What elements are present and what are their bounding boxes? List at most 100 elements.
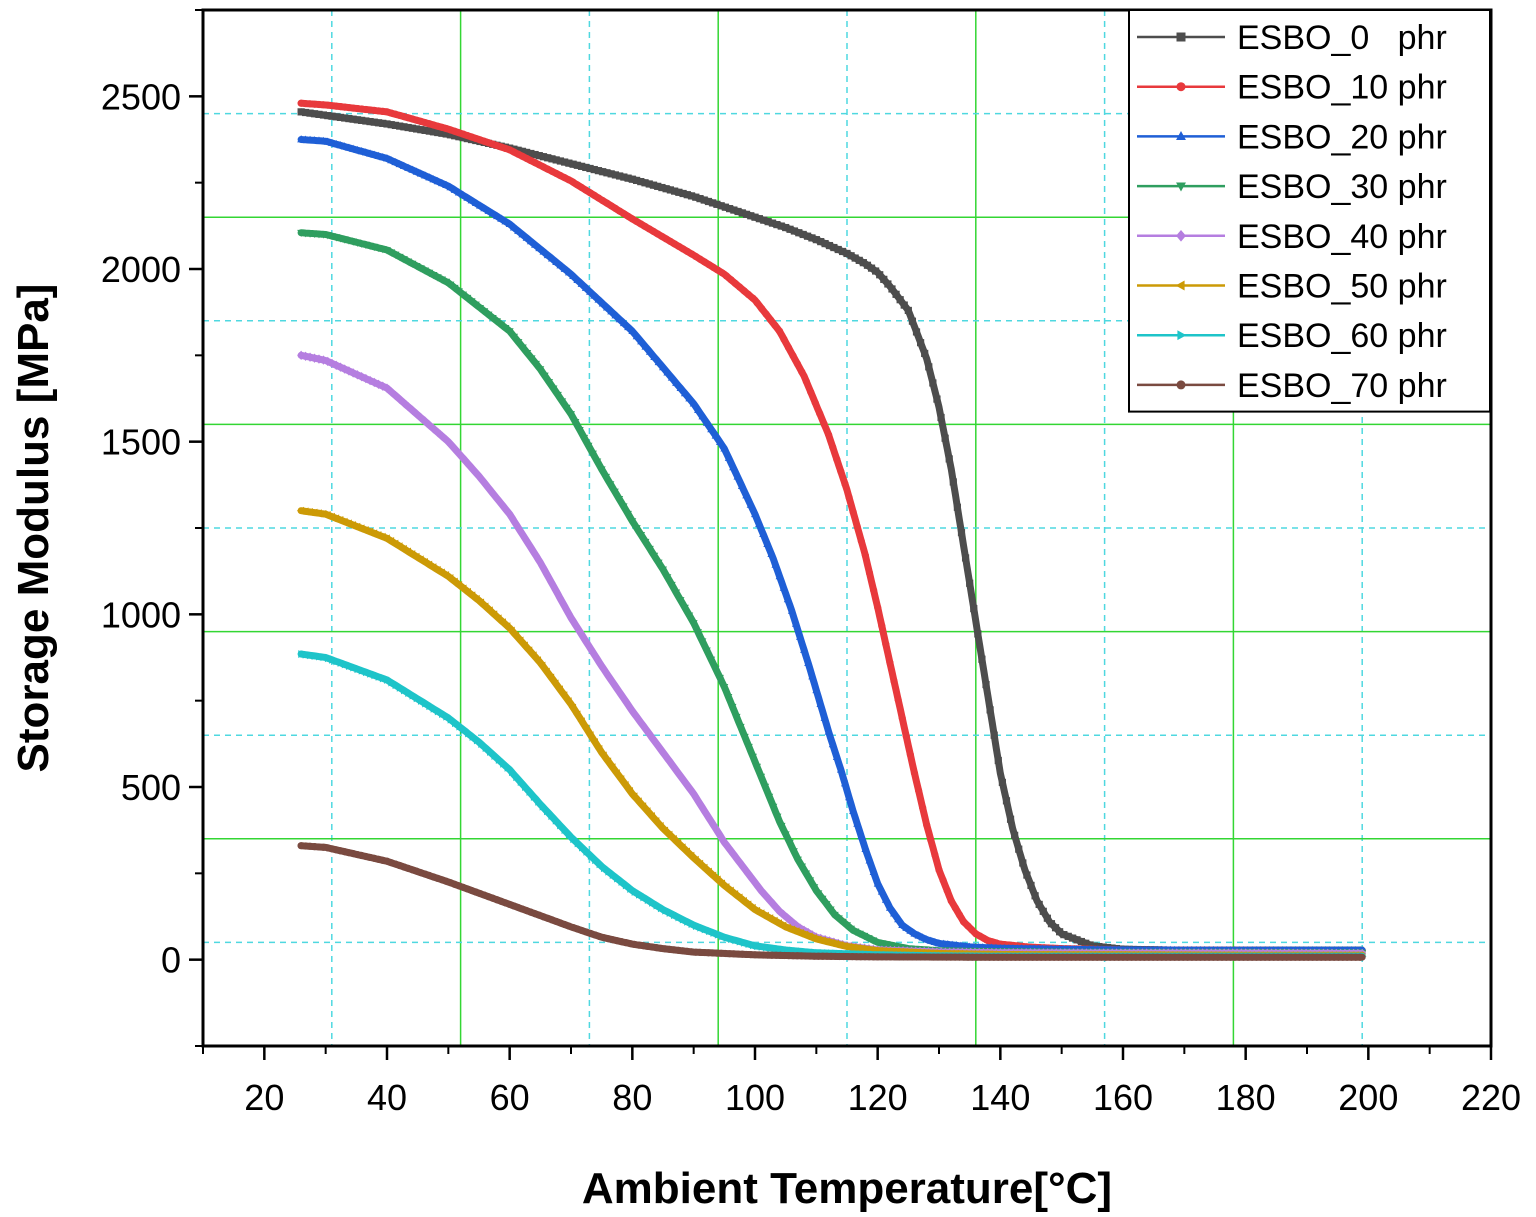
data-point: [955, 911, 964, 919]
data-point: [383, 154, 391, 162]
data-point: [701, 925, 709, 934]
data-point: [669, 762, 678, 772]
data-point: [600, 864, 609, 873]
data-point: [490, 490, 499, 500]
data-point: [422, 699, 430, 708]
legend-box: [1128, 9, 1491, 413]
data-point: [556, 157, 565, 165]
data-point: [518, 147, 526, 155]
data-point: [978, 655, 986, 663]
data-point: [867, 264, 876, 272]
data-point: [706, 927, 714, 936]
data-point: [586, 731, 594, 740]
data-point: [497, 214, 506, 222]
data-point: [472, 469, 481, 479]
data-point: [404, 123, 412, 132]
data-point: [692, 922, 701, 930]
data-point: [843, 249, 851, 258]
data-point: [1056, 928, 1064, 936]
data-point: [822, 901, 831, 909]
data-point: [865, 569, 874, 577]
data-point: [830, 911, 839, 920]
data-point: [621, 696, 630, 707]
data-point: [582, 637, 591, 647]
data-point: [439, 710, 447, 718]
data-point: [747, 212, 755, 220]
data-point: [860, 932, 869, 941]
data-point: [1031, 892, 1039, 900]
data-point: [400, 123, 408, 131]
data-point: [791, 619, 800, 627]
data-point: [874, 603, 882, 612]
data-point: [683, 780, 692, 790]
data-point: [404, 163, 413, 171]
data-point: [297, 108, 305, 116]
data-point: [652, 817, 660, 825]
data-point: [442, 278, 451, 287]
data-point: [696, 195, 704, 203]
data-point: [450, 577, 458, 586]
data-point: [840, 779, 849, 787]
data-point: [599, 168, 607, 176]
data-point: [994, 756, 1002, 765]
data-point: [945, 455, 953, 463]
data-point: [923, 821, 931, 829]
data-point: [787, 917, 796, 927]
data-point: [516, 636, 524, 645]
data-point: [413, 125, 421, 133]
data-point: [961, 554, 970, 562]
data-point: [627, 884, 635, 893]
data-point: [720, 444, 729, 452]
data-point: [826, 906, 835, 914]
data-point: [593, 458, 602, 466]
data-point: [818, 895, 827, 903]
data-point: [516, 526, 525, 537]
data-point: [512, 519, 521, 530]
data-point: [425, 173, 434, 181]
data-point: [399, 161, 408, 169]
data-point: [429, 175, 438, 183]
data-point: [509, 223, 518, 231]
data-point: [647, 812, 655, 821]
data-point: [927, 836, 935, 844]
data-point: [478, 740, 486, 749]
data-point: [505, 328, 514, 336]
data-point: [480, 204, 489, 212]
data-point: [463, 294, 472, 303]
data-point: [451, 132, 459, 140]
data-point: [616, 172, 624, 180]
data-point: [638, 802, 647, 811]
data-point: [749, 294, 757, 302]
data-point: [709, 871, 717, 880]
data-point: [493, 211, 501, 220]
data-point: [602, 303, 611, 311]
data-point: [676, 597, 685, 605]
data-point: [404, 258, 413, 266]
data-point: [547, 577, 556, 587]
data-point: [577, 717, 585, 726]
data-point: [726, 205, 734, 213]
data-point: [617, 775, 625, 784]
data-point: [607, 307, 616, 315]
data-point: [581, 283, 590, 291]
data-point: [679, 915, 688, 924]
data-point: [802, 377, 810, 385]
data-point: [645, 545, 654, 554]
data-point: [724, 693, 733, 702]
data-point: [837, 467, 845, 476]
data-point: [671, 911, 679, 920]
data-point: [349, 368, 358, 378]
data-point: [324, 654, 333, 663]
data-point: [937, 413, 945, 422]
data-point: [354, 665, 362, 674]
data-point: [957, 529, 966, 537]
data-point: [426, 702, 434, 711]
data-point: [454, 288, 463, 296]
axes: 20 40 60 80 100 120 140 160 180 200 220 0 500 1000 150…: [101, 9, 1521, 1118]
data-point: [301, 507, 309, 516]
data-point: [333, 657, 341, 666]
data-point: [341, 660, 350, 669]
data-point: [544, 807, 552, 816]
data-point: [632, 176, 641, 185]
data-point: [721, 203, 729, 211]
